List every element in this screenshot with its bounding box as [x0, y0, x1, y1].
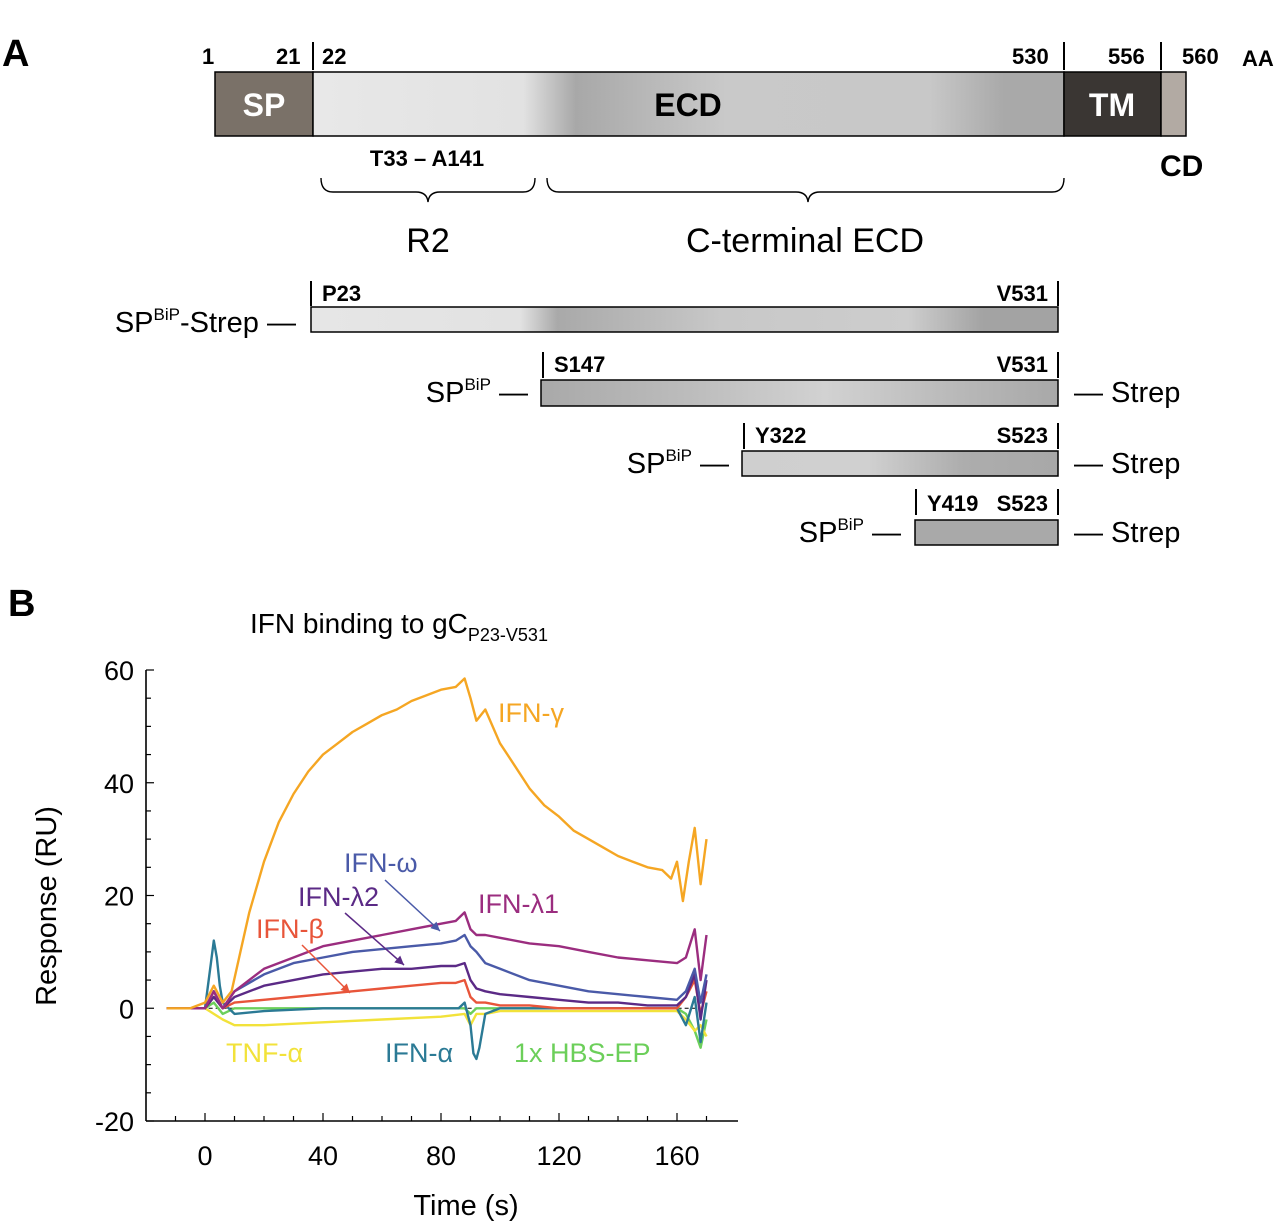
- chart-title: IFN binding to gCP23-V531: [250, 608, 548, 645]
- y-tick-label: 40: [104, 769, 134, 799]
- construct-start: Y419: [927, 491, 978, 516]
- domain-tm-label: TM: [1089, 87, 1135, 123]
- position-556: 556: [1108, 44, 1145, 69]
- arrow-ifn-beta: [301, 944, 351, 994]
- position-21: 21: [276, 44, 300, 69]
- chart-series: [166, 677, 708, 1061]
- construct-suffix: — Strep: [1074, 377, 1180, 409]
- x-tick-label: 40: [308, 1141, 338, 1171]
- construct-prefix: SPBiP —: [627, 446, 729, 480]
- panel-b-label: B: [8, 583, 35, 625]
- construct-start: P23: [322, 281, 361, 306]
- panel-b: B IFN binding to gCP23-V531 -20 0 20 40 60 0 4…: [8, 583, 738, 1222]
- construct-y322-s523: SPBiP — Y322 S523 — Strep: [627, 423, 1180, 480]
- domain-ecd-label: ECD: [654, 87, 722, 123]
- x-tick-label: 120: [536, 1141, 581, 1171]
- series-line-ifn: [166, 978, 708, 1016]
- annotation-label: IFN-λ1: [478, 889, 559, 919]
- chart-annotations: IFN-γ IFN-ω IFN-λ2 IFN-λ1 IFN-β TNF-α IFN-α 1x …: [226, 698, 651, 1068]
- construct-suffix: — Strep: [1074, 517, 1180, 549]
- brace-r2: [320, 177, 536, 203]
- arrow-ifn-omega: [384, 879, 441, 932]
- y-tick-label: 0: [119, 994, 134, 1024]
- construct-prefix: SPBiP —: [799, 515, 901, 549]
- annotation-label: IFN-ω: [344, 848, 418, 878]
- panel-a: A 1 21 22 530 556 560 AA SP ECD TM CD T3…: [2, 33, 1274, 549]
- construct-start: Y322: [755, 423, 806, 448]
- construct-end: V531: [997, 352, 1048, 377]
- construct-bar: [540, 379, 1059, 407]
- panel-a-label: A: [2, 33, 29, 75]
- series-line-ifn: [166, 933, 708, 1010]
- y-tick-label: 20: [104, 882, 134, 912]
- construct-y419-s523: SPBiP — Y419 S523 — Strep: [799, 489, 1180, 549]
- y-tick-label: 60: [104, 656, 134, 686]
- annotation-label: IFN-α: [385, 1038, 453, 1068]
- domain-cd-label: CD: [1160, 150, 1203, 183]
- annotation-label: TNF-α: [226, 1038, 303, 1068]
- domain-ecd: [312, 71, 1065, 137]
- series-line-ifn: [166, 677, 708, 1010]
- position-unit: AA: [1242, 46, 1274, 71]
- arrow-ifn-lambda2-head: [394, 955, 404, 965]
- brace-r2-label: R2: [406, 222, 449, 260]
- annotation-label: IFN-λ2: [298, 882, 379, 912]
- construct-prefix: SPBiP —: [426, 375, 528, 409]
- x-tick-label: 80: [426, 1141, 456, 1171]
- construct-p23-v531: SPBiP-Strep — P23 V531: [115, 281, 1059, 339]
- brace-c-terminal-ecd: [546, 177, 1065, 203]
- construct-bar: [914, 519, 1059, 546]
- position-22: 22: [322, 44, 346, 69]
- construct-end: S523: [997, 491, 1048, 516]
- construct-end: V531: [997, 281, 1048, 306]
- position-530: 530: [1012, 44, 1049, 69]
- annotation-label: 1x HBS-EP: [514, 1038, 651, 1068]
- arrow-ifn-beta-head: [340, 983, 350, 993]
- brace-c-terminal-ecd-label: C-terminal ECD: [686, 222, 924, 260]
- domain-tm: [1063, 71, 1162, 137]
- y-tick-label: -20: [95, 1107, 134, 1137]
- construct-start: S147: [554, 352, 605, 377]
- domain-cd: [1160, 71, 1187, 137]
- position-560: 560: [1182, 44, 1219, 69]
- construct-s147-v531: SPBiP — S147 V531 — Strep: [426, 352, 1180, 409]
- position-1: 1: [202, 44, 214, 69]
- y-axis-label: Response (RU): [31, 806, 63, 1006]
- annotation-label: IFN-γ: [498, 698, 564, 728]
- x-axis-label: Time (s): [413, 1190, 518, 1222]
- x-tick-label: 0: [197, 1141, 212, 1171]
- x-tick-label: 160: [654, 1141, 699, 1171]
- construct-end: S523: [997, 423, 1048, 448]
- annotation-label: IFN-β: [256, 914, 324, 944]
- series-line-ifn-2: [166, 961, 708, 1021]
- construct-bar: [310, 306, 1059, 333]
- construct-suffix: — Strep: [1074, 448, 1180, 480]
- series-line-ifn-1: [166, 911, 708, 1010]
- construct-prefix: SPBiP-Strep —: [115, 305, 296, 339]
- domain-sp-label: SP: [243, 87, 286, 123]
- arrow-ifn-omega-head: [430, 921, 440, 931]
- arrow-ifn-lambda2: [344, 912, 405, 966]
- range-label-t33-a141: T33 – A141: [370, 146, 484, 171]
- domain-sp: [214, 71, 314, 137]
- chart-axes: -20 0 20 40 60 0 40 80 120 160: [95, 656, 738, 1171]
- construct-bar: [741, 450, 1059, 477]
